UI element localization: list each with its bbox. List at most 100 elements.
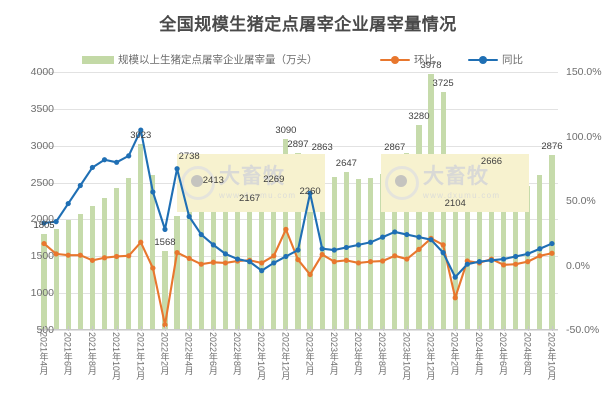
line-marker [114,159,120,165]
bar [174,215,180,330]
x-axis-tick [237,326,239,331]
legend-swatch-bar-icon [82,55,114,64]
gridline [38,145,558,147]
bar-value-label: 3023 [130,130,152,142]
bar [41,233,47,330]
x-axis-tick [261,326,263,331]
line-marker [77,182,83,189]
x-axis-label: 2023年4月 [328,332,339,376]
x-axis-tick [92,326,94,331]
x-axis-label: 2022年10月 [256,332,267,381]
line-marker [53,251,59,257]
line-marker [367,239,374,245]
x-axis-tick [44,326,46,331]
bar [476,182,482,330]
line-marker [89,257,96,263]
gridline [38,108,558,110]
bar-value-label: 3280 [408,111,430,123]
line-marker [150,189,156,195]
line-marker [549,240,555,247]
bar-value-label: 2260 [299,186,321,198]
x-axis-label: 2023年2月 [304,332,315,376]
line-marker [186,213,192,220]
bar [295,153,301,330]
bar-value-label: 3090 [275,125,297,137]
y-axis-tick-left: 3000 [30,139,54,152]
page-title: 全国规模生猪定点屠宰企业屠宰量情况 [159,15,457,34]
bar [283,139,289,330]
plot-area: 大畜牧 www.dxumu.com 大畜牧 www.dxumu.com 1805… [33,60,563,331]
x-axis-label: 2022年12月 [280,332,291,381]
bar-value-label: 2647 [335,157,357,169]
bar [114,188,120,330]
bar-value-label: 2666 [480,156,503,168]
bar [416,125,422,330]
line-marker [440,250,446,256]
bar [488,170,495,330]
line-marker [355,260,362,266]
watermark-logo-icon [181,166,215,200]
line-marker [367,259,374,265]
bar [404,153,410,330]
line-marker [355,242,362,248]
bar [367,178,374,330]
line-marker [138,127,144,133]
bar [77,213,83,330]
line-marker [101,157,108,163]
bar-value-label: 2167 [239,193,261,205]
bar [380,173,386,330]
watermark-url: www.dxumu.com [423,191,501,200]
watermark-brand: 大畜牧 [423,165,489,188]
x-axis-line [38,329,558,330]
x-axis-tick [189,326,191,331]
bar [452,211,458,330]
bar-value-label: 1805 [33,219,55,231]
line-marker [210,259,216,265]
line-marker [488,257,495,263]
bar-value-label: 1568 [154,237,176,249]
legend-label-mom: 环比 [414,54,435,66]
y-axis-tick-left: 1500 [30,250,54,263]
bar-value-label: 2863 [311,141,333,153]
x-axis-tick [116,326,118,331]
bar [271,188,277,330]
line-marker [186,255,192,262]
line-marker [247,259,253,265]
line-marker [549,250,555,256]
x-axis-tick [527,326,529,331]
line-marker [452,274,458,280]
y-axis-tick-right: 150.0% [566,66,602,78]
x-axis-label: 2024年2月 [449,332,460,376]
x-axis-tick [285,326,287,331]
x-axis-tick [213,326,215,331]
x-axis-label: 2022年4月 [183,332,194,376]
line-marker [210,242,216,248]
bar [65,220,71,330]
x-axis-label: 2021年12月 [135,332,146,381]
gridline [38,330,558,331]
line-marker [162,322,168,328]
x-axis-tick [406,326,408,331]
x-axis-tick [68,326,70,331]
line-marker [331,247,337,253]
chart-legend: 规模以上生猪定点屠宰企业屠宰量（万头） 环比 同比 [0,52,616,70]
line-marker [319,251,325,258]
x-axis-tick [358,326,360,331]
line-marker [283,226,289,232]
line-marker [174,250,180,256]
x-axis-tick [431,326,433,331]
x-axis-tick [479,326,481,331]
bar-value-label: 2876 [541,140,563,152]
bar [331,176,337,330]
bar [247,207,253,330]
bar-value-label: 2738 [178,151,200,163]
y-axis-tick-left: 2500 [30,176,54,189]
x-axis-label: 2021年6月 [62,332,73,376]
line-marker [537,253,543,259]
bar [222,205,229,330]
line-marker [162,226,168,232]
bar [162,251,168,330]
bar [210,189,216,330]
legend-label-yoy: 同比 [502,54,523,66]
line-series [41,127,555,328]
